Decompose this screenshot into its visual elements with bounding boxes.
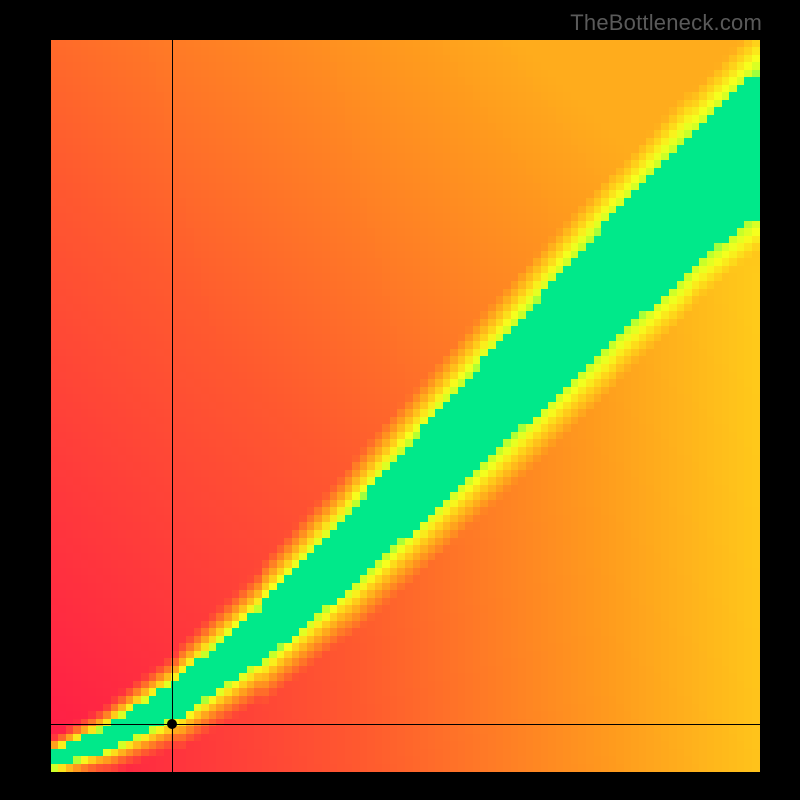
bottleneck-heatmap [51, 40, 760, 772]
marker-point [167, 719, 177, 729]
crosshair-horizontal [51, 724, 760, 725]
watermark-text: TheBottleneck.com [570, 10, 762, 36]
crosshair-vertical [172, 40, 173, 772]
chart-container: TheBottleneck.com [0, 0, 800, 800]
